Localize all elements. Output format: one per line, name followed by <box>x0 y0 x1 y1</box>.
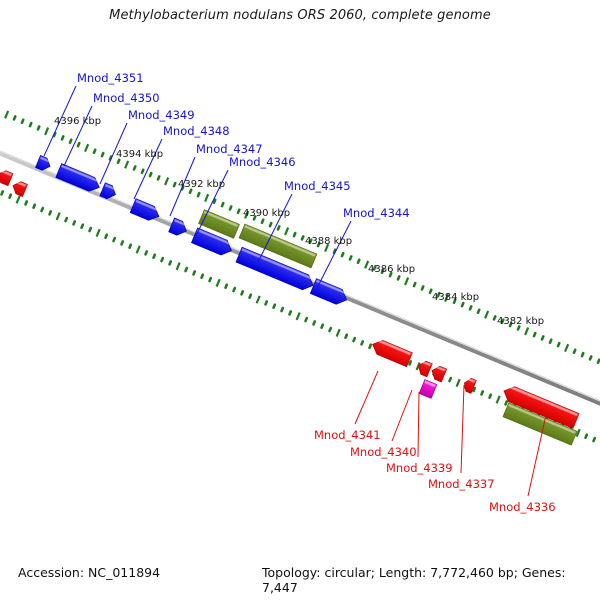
genome-graphic <box>0 85 600 497</box>
gene-label-mnod_4336[interactable]: Mnod_4336 <box>489 500 556 514</box>
gene-magenta[interactable] <box>418 379 438 399</box>
gene-blue-4346[interactable] <box>235 246 316 293</box>
gene-blue-4351b[interactable] <box>55 163 102 195</box>
leader-line <box>43 85 77 157</box>
gene-label-mnod_4351[interactable]: Mnod_4351 <box>77 71 144 85</box>
tick-track-lower <box>0 190 597 443</box>
gene-red-4341[interactable] <box>370 337 413 368</box>
leader-line <box>257 193 293 263</box>
gene-label-mnod_4337[interactable]: Mnod_4337 <box>428 477 495 491</box>
scale-label: 4386 kbp <box>368 264 416 275</box>
page-title: Methylobacterium nodulans ORS 2060, comp… <box>109 8 491 23</box>
scale-label: 4382 kbp <box>497 316 545 327</box>
gene-olive-a[interactable] <box>198 209 240 239</box>
gene-label-mnod_4350[interactable]: Mnod_4350 <box>93 91 160 105</box>
label-leader-lines <box>43 85 547 497</box>
gene-blue-4350[interactable] <box>99 182 118 201</box>
gene-red-left-a[interactable] <box>0 168 14 187</box>
leader-line <box>354 370 379 425</box>
gene-red-left-b[interactable] <box>11 180 28 197</box>
scale-label: 4388 kbp <box>305 236 353 247</box>
leader-line <box>169 156 196 217</box>
leader-line <box>460 384 465 474</box>
gene-label-mnod_4345[interactable]: Mnod_4345 <box>284 179 351 193</box>
topology-text: Topology: circular; Length: 7,772,460 bp… <box>262 565 566 595</box>
gene-features <box>0 155 580 446</box>
gene-label-mnod_4341[interactable]: Mnod_4341 <box>314 428 381 442</box>
scale-label: 4384 kbp <box>432 292 480 303</box>
gene-red-4337[interactable] <box>462 377 477 394</box>
gene-red-4340[interactable] <box>416 359 433 378</box>
gene-blue-4348[interactable] <box>168 217 190 238</box>
scale-label: 4396 kbp <box>54 116 102 127</box>
leader-line <box>63 105 93 167</box>
leader-line <box>417 391 420 458</box>
leader-line <box>133 138 163 200</box>
tick-track-upper <box>4 110 600 365</box>
gene-label-mnod_4344[interactable]: Mnod_4344 <box>343 206 410 220</box>
gene-label-mnod_4347[interactable]: Mnod_4347 <box>196 142 263 156</box>
status-bar: Accession: NC_011894 Topology: circular;… <box>0 565 600 595</box>
gene-label-mnod_4339[interactable]: Mnod_4339 <box>386 461 453 475</box>
gene-label-mnod_4349[interactable]: Mnod_4349 <box>128 108 195 122</box>
scale-label: 4394 kbp <box>116 149 164 160</box>
gene-label-mnod_4346[interactable]: Mnod_4346 <box>229 155 296 169</box>
gene-label-mnod_4340[interactable]: Mnod_4340 <box>350 445 417 459</box>
leader-line <box>99 122 128 185</box>
gene-red-4336[interactable] <box>501 384 580 429</box>
gene-red-4339b[interactable] <box>429 364 448 383</box>
gene-blue-4345[interactable] <box>309 278 349 308</box>
leader-line <box>527 414 547 497</box>
gene-olive-c[interactable] <box>502 402 578 446</box>
leader-line <box>391 389 413 442</box>
scale-label: 4390 kbp <box>243 208 291 219</box>
gene-blue-4347[interactable] <box>191 227 234 258</box>
leader-line <box>315 220 352 291</box>
accession-text: Accession: NC_011894 <box>18 565 161 580</box>
gene-blue-4349[interactable] <box>129 198 162 224</box>
leader-line <box>192 169 229 243</box>
gene-label-mnod_4348[interactable]: Mnod_4348 <box>163 124 230 138</box>
gene-olive-b[interactable] <box>238 223 318 269</box>
scale-label: 4392 kbp <box>178 179 226 190</box>
gene-blue-4351a[interactable] <box>35 155 53 173</box>
